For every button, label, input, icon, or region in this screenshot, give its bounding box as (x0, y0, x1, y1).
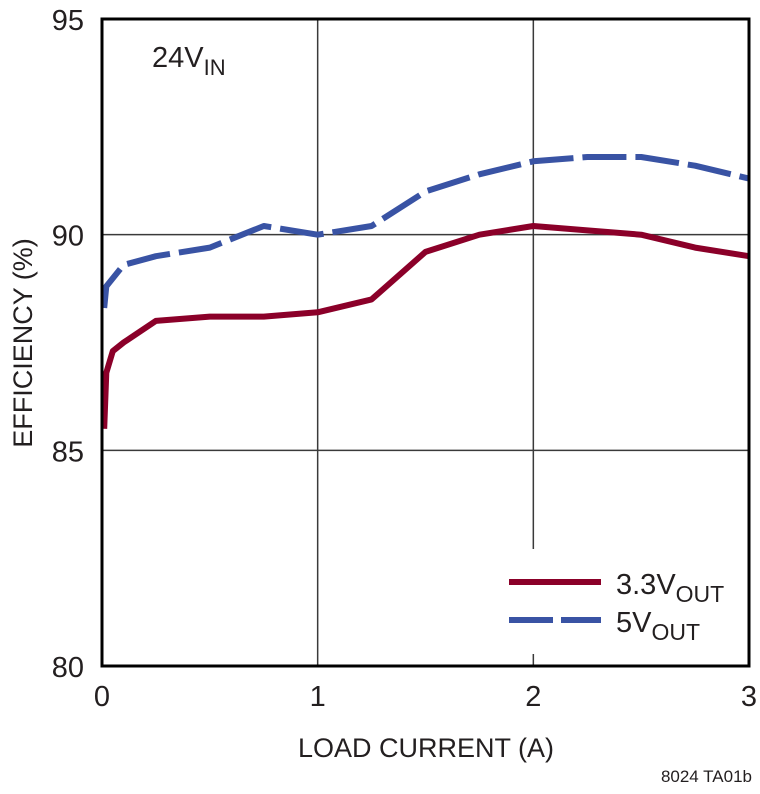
grid-lines (102, 19, 749, 666)
y-axis-ticks: 80 85 90 95 (52, 5, 84, 684)
legend: 3.3VOUT 5VOUT (509, 569, 724, 645)
input-voltage-annotation: 24VIN (152, 42, 226, 80)
y-tick-label: 95 (52, 5, 84, 37)
series-line-3v3 (101, 223, 750, 429)
y-tick-label: 85 (52, 436, 84, 468)
legend-label-3v3: 3.3VOUT (616, 569, 724, 607)
x-tick-label: 1 (310, 681, 326, 713)
x-axis-ticks: 0 1 2 3 (94, 681, 757, 713)
y-axis-label: EFFICIENCY (%) (8, 238, 38, 448)
x-tick-label: 2 (525, 681, 541, 713)
data-series (101, 154, 750, 429)
legend-label-5v: 5VOUT (616, 607, 700, 645)
plot-frame (100, 17, 751, 668)
x-tick-label: 0 (94, 681, 110, 713)
series-line-5v (101, 154, 750, 309)
figure-code: 8024 TA01b (661, 767, 752, 786)
x-axis-label: LOAD CURRENT (A) (298, 733, 554, 763)
x-tick-label: 3 (741, 681, 757, 713)
y-tick-label: 90 (52, 221, 84, 253)
y-tick-label: 80 (52, 652, 84, 684)
